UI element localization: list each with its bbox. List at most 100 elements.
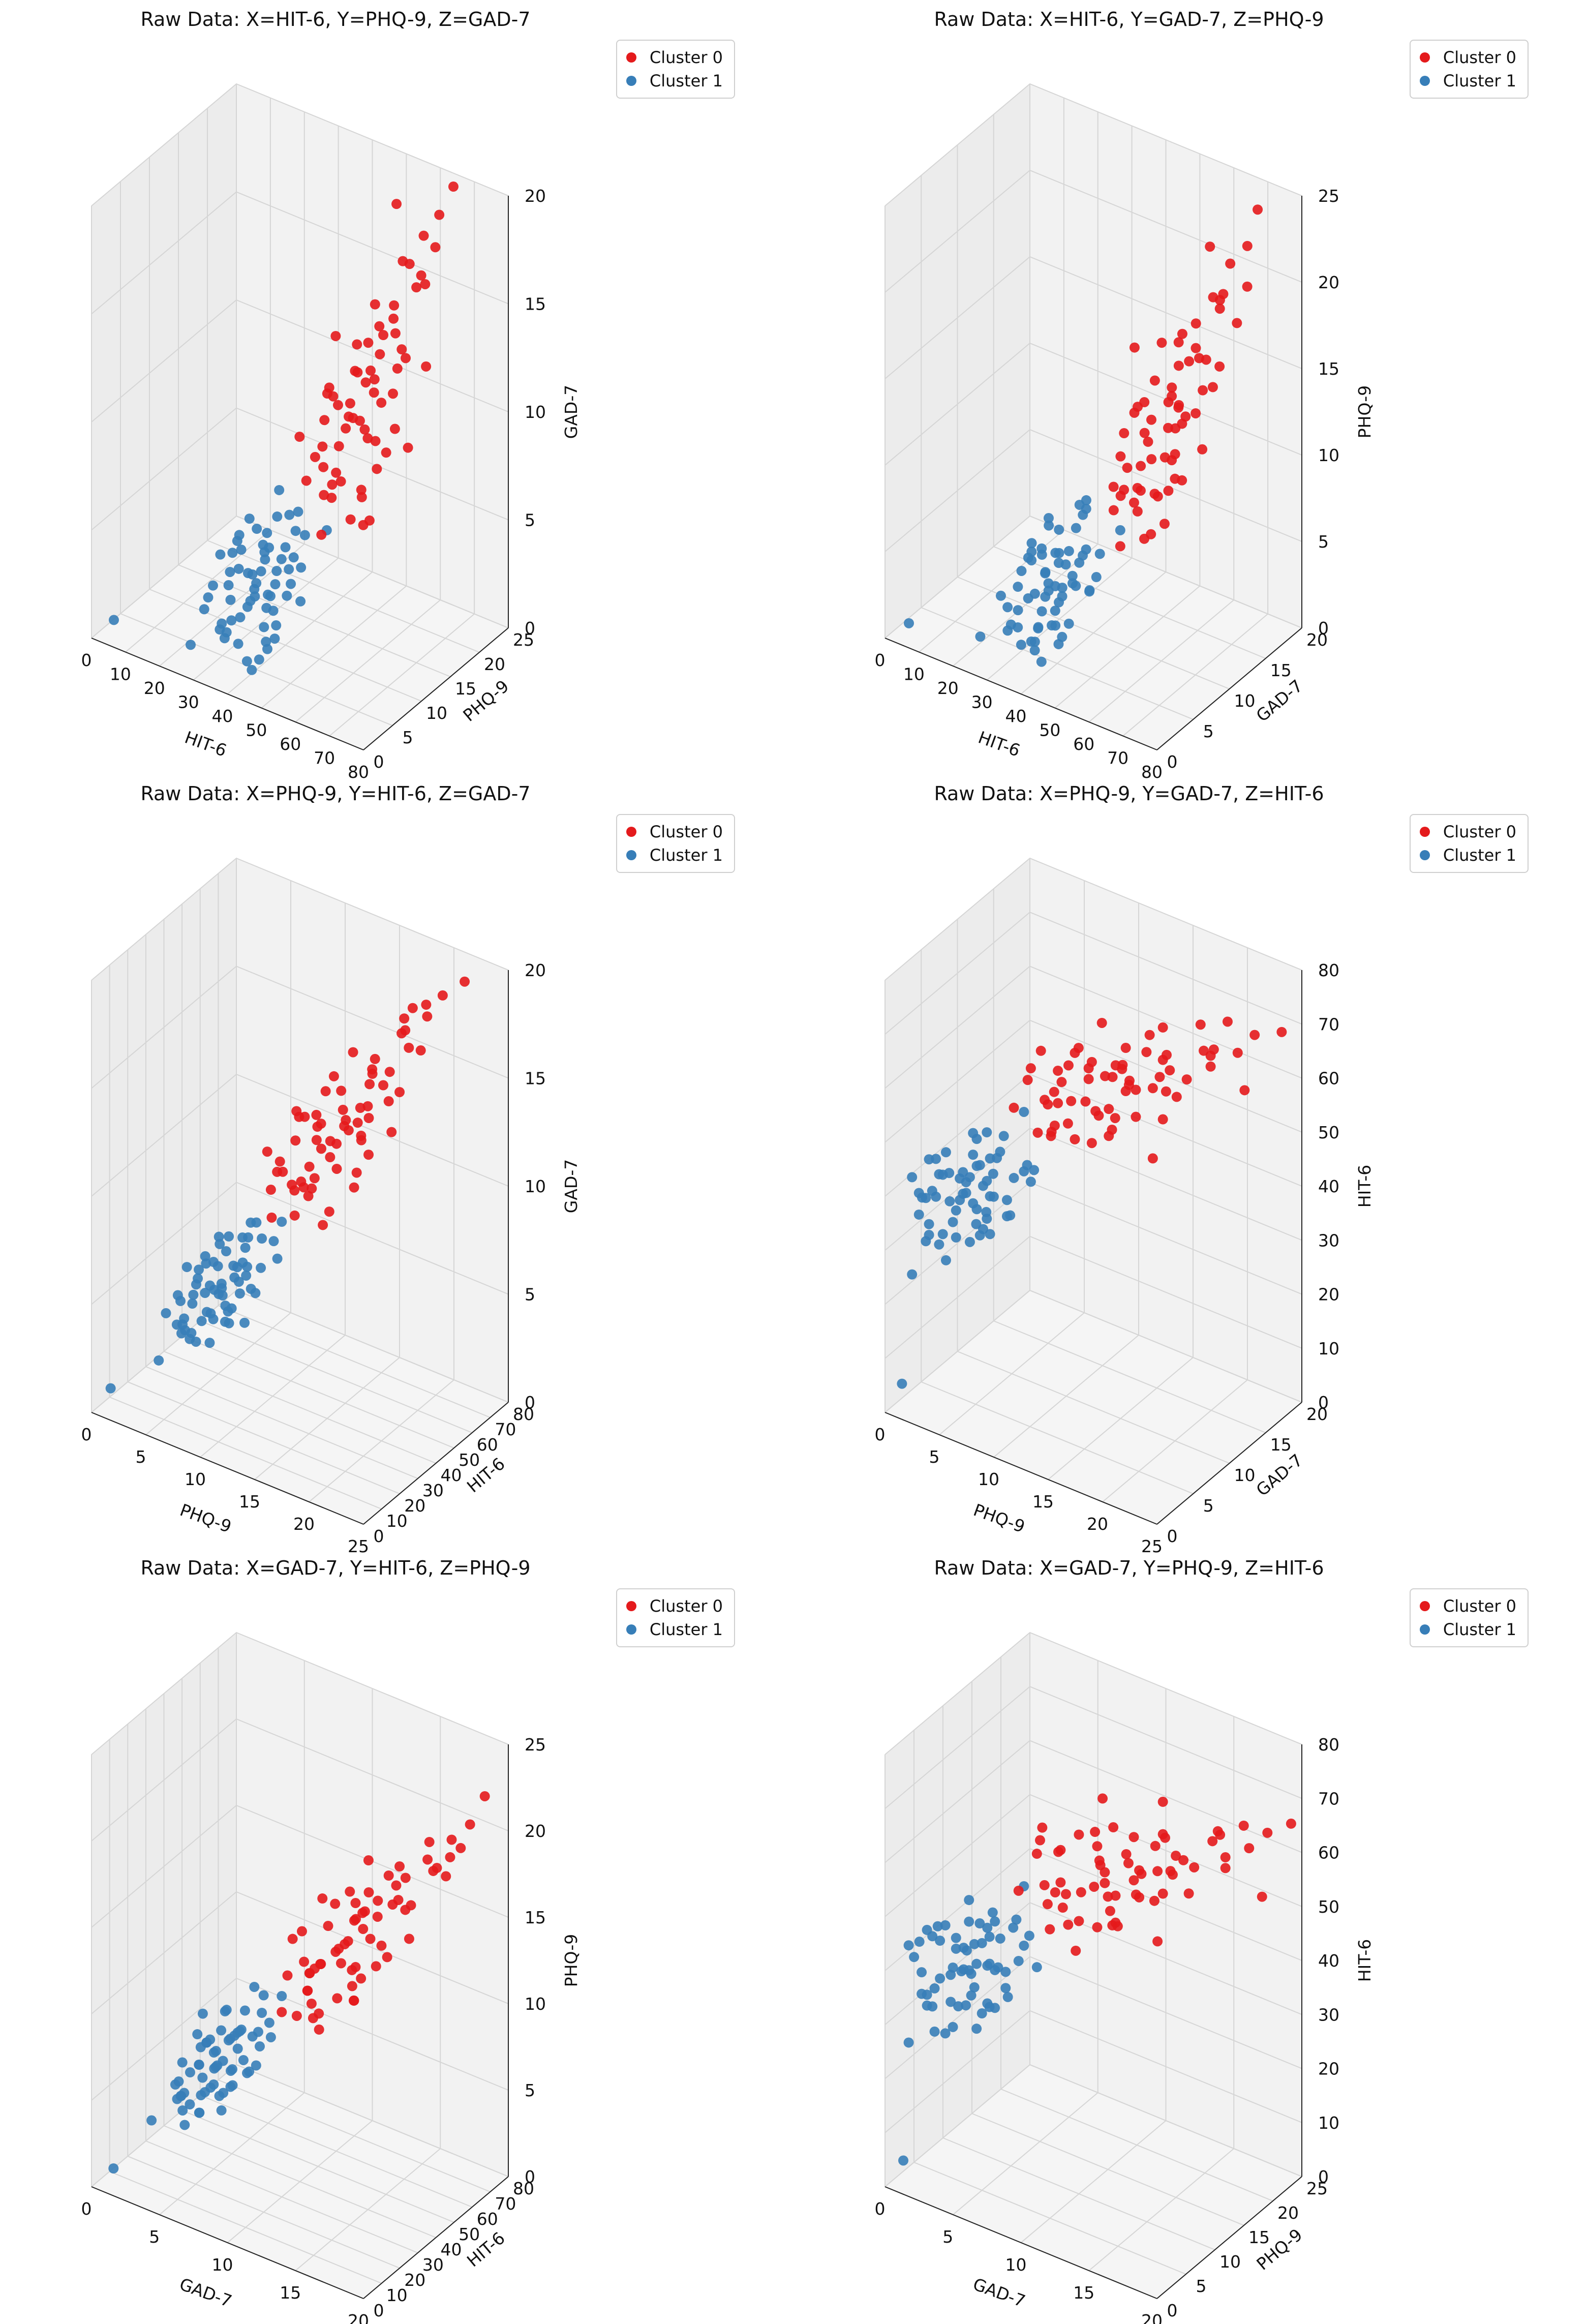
point-cluster-1 — [272, 1253, 283, 1264]
point-cluster-0 — [325, 1152, 335, 1163]
point-cluster-1 — [995, 1146, 1005, 1157]
z-tick-label: 10 — [525, 1994, 546, 2014]
point-cluster-0 — [1232, 318, 1242, 328]
point-cluster-0 — [1035, 1045, 1046, 1056]
point-cluster-1 — [1060, 559, 1071, 570]
point-cluster-1 — [1043, 513, 1054, 524]
point-cluster-0 — [1108, 505, 1119, 516]
point-cluster-1 — [257, 2008, 267, 2018]
point-cluster-0 — [369, 374, 380, 385]
point-cluster-0 — [356, 1130, 367, 1141]
z-gridline — [884, 1902, 1030, 2026]
point-cluster-1 — [254, 654, 264, 665]
x-tick-label: 80 — [1141, 762, 1163, 782]
point-cluster-0 — [274, 1156, 285, 1167]
x-tick-label: 0 — [81, 2199, 92, 2219]
point-cluster-0 — [1100, 1071, 1110, 1081]
point-cluster-1 — [927, 2001, 938, 2012]
point-cluster-1 — [951, 1943, 961, 1954]
x-tick-label: 40 — [212, 706, 233, 726]
point-cluster-1 — [223, 580, 234, 591]
point-cluster-1 — [194, 2107, 204, 2118]
point-cluster-1 — [937, 1169, 948, 1180]
point-cluster-1 — [208, 2079, 219, 2090]
point-cluster-0 — [1121, 1849, 1132, 1859]
z-gridline — [236, 1632, 509, 1745]
point-cluster-1 — [200, 1288, 210, 1299]
point-cluster-1 — [927, 1186, 937, 1196]
z-tick-label: 60 — [1318, 1843, 1339, 1863]
y-tick-label: 0 — [374, 1526, 384, 1546]
point-cluster-0 — [1115, 491, 1126, 501]
point-cluster-0 — [394, 1861, 405, 1872]
point-cluster-0 — [324, 1206, 334, 1217]
z-gridline — [91, 83, 237, 206]
legend-label-cluster-0: Cluster 0 — [649, 48, 723, 67]
point-cluster-0 — [309, 1173, 320, 1184]
point-cluster-0 — [403, 442, 413, 453]
z-tick-label: 0 — [1318, 2167, 1329, 2187]
point-cluster-1 — [243, 1232, 254, 1243]
point-cluster-1 — [258, 1990, 269, 2001]
legend-marker-cluster-0 — [1419, 52, 1430, 63]
point-cluster-0 — [448, 182, 459, 192]
point-cluster-1 — [982, 1127, 992, 1138]
point-cluster-0 — [1170, 473, 1180, 484]
point-cluster-1 — [284, 509, 295, 520]
point-cluster-1 — [274, 485, 285, 495]
point-cluster-1 — [931, 1154, 941, 1164]
point-cluster-0 — [1031, 1849, 1042, 1859]
point-cluster-1 — [1011, 1914, 1022, 1925]
legend-item-cluster-1: Cluster 1 — [626, 1618, 723, 1641]
point-cluster-0 — [1076, 1887, 1086, 1897]
point-cluster-0 — [365, 365, 376, 376]
z-gridline — [884, 170, 1030, 293]
point-cluster-0 — [1143, 436, 1153, 447]
point-cluster-1 — [1081, 495, 1091, 505]
point-cluster-0 — [363, 1855, 374, 1866]
z-gridline — [91, 858, 237, 981]
point-cluster-1 — [948, 1962, 958, 1973]
point-cluster-0 — [1128, 497, 1139, 508]
point-cluster-1 — [217, 618, 227, 629]
point-cluster-0 — [422, 1854, 433, 1865]
z-tick-label: 10 — [1318, 2113, 1339, 2133]
point-cluster-0 — [400, 1025, 411, 1036]
point-cluster-1 — [207, 580, 218, 591]
point-cluster-0 — [1037, 1822, 1048, 1833]
point-cluster-1 — [904, 618, 914, 628]
y-tick-label: 60 — [477, 1435, 498, 1455]
legend-label-cluster-0: Cluster 0 — [1443, 1596, 1516, 1616]
z-axis-label: GAD-7 — [561, 1159, 581, 1213]
point-cluster-1 — [221, 2005, 232, 2015]
point-cluster-1 — [1040, 568, 1051, 579]
z-gridline — [1029, 1848, 1302, 1961]
point-cluster-1 — [982, 1998, 993, 2009]
point-cluster-1 — [940, 2028, 951, 2039]
z-tick-label: 30 — [1318, 1230, 1339, 1250]
point-cluster-1 — [1063, 546, 1074, 556]
point-cluster-1 — [154, 1355, 164, 1366]
y-gridline — [1000, 2089, 1273, 2201]
point-cluster-1 — [1025, 1176, 1036, 1187]
legend-label-cluster-1: Cluster 1 — [649, 71, 723, 90]
y-tick-label: 5 — [1203, 721, 1214, 741]
point-cluster-0 — [1207, 382, 1218, 393]
y-tick-label: 15 — [1270, 1435, 1292, 1455]
point-cluster-0 — [1184, 356, 1195, 367]
point-cluster-0 — [1057, 1903, 1068, 1913]
point-cluster-1 — [257, 1233, 267, 1244]
point-cluster-1 — [277, 1991, 287, 2001]
point-cluster-0 — [1242, 281, 1253, 292]
z-gridline — [91, 1632, 237, 1755]
point-cluster-0 — [434, 209, 445, 220]
point-cluster-0 — [1161, 1086, 1171, 1097]
z-tick-label: 0 — [1318, 1393, 1329, 1412]
x-axis-line — [91, 2186, 364, 2299]
x-tick-label: 25 — [348, 1536, 369, 1556]
point-cluster-1 — [922, 1924, 932, 1935]
point-cluster-0 — [370, 436, 381, 446]
point-cluster-1 — [1013, 1955, 1024, 1966]
z-gridline — [884, 83, 1030, 206]
